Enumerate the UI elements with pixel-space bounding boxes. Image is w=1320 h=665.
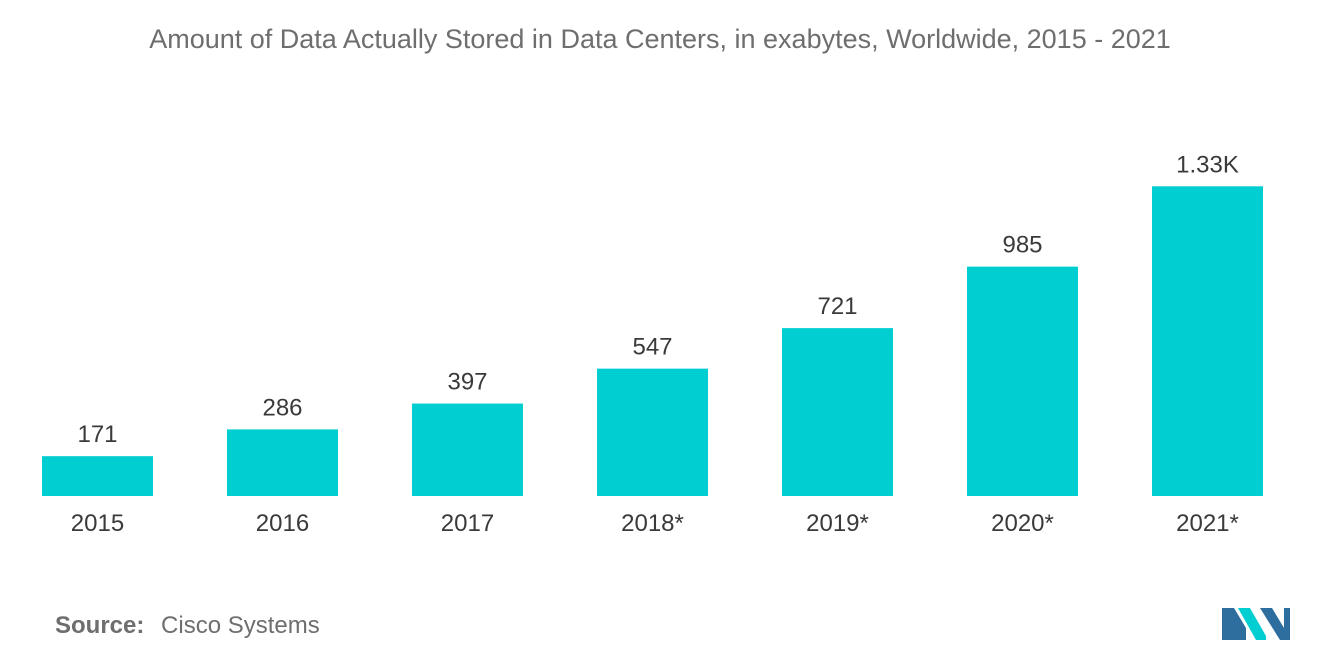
source-note: Source: Cisco Systems — [55, 612, 320, 640]
value-label-2017: 397 — [447, 369, 487, 396]
source-label: Source: — [55, 612, 145, 639]
logo-left-stroke — [1222, 608, 1246, 640]
source-value: Cisco Systems — [161, 612, 320, 639]
x-tick-label-2017: 2017 — [441, 510, 494, 537]
bars-group — [42, 186, 1263, 497]
x-tick-label-2019: 2019* — [806, 510, 869, 537]
value-label-2019: 721 — [817, 293, 857, 320]
value-label-2015: 171 — [77, 421, 117, 448]
bar-2019 — [782, 328, 893, 496]
bar-2018 — [597, 368, 708, 496]
bar-chart: 171 286 397 547 721 985 1.33K 2015 2016 2017 2018… — [42, 151, 1263, 537]
value-label-2016: 286 — [262, 394, 302, 421]
logo-middle-stroke — [1238, 608, 1266, 640]
bar-2017 — [412, 403, 523, 496]
bar-2021 — [1152, 186, 1263, 497]
bar-2016 — [227, 429, 338, 496]
chart-title: Amount of Data Actually Stored in Data C… — [149, 24, 1171, 54]
x-tick-label-2016: 2016 — [256, 510, 309, 537]
x-tick-label-2015: 2015 — [71, 510, 124, 537]
x-axis-tick-labels: 2015 2016 2017 2018* 2019* 2020* 2021* — [71, 510, 1239, 537]
value-labels-group: 171 286 397 547 721 985 1.33K — [77, 151, 1238, 448]
value-label-2020: 985 — [1002, 232, 1042, 259]
value-label-2021: 1.33K — [1176, 151, 1239, 178]
mordor-intelligence-logo-icon — [1222, 608, 1290, 640]
x-tick-label-2018: 2018* — [621, 510, 684, 537]
x-tick-label-2021: 2021* — [1176, 510, 1239, 537]
bar-2020 — [967, 266, 1078, 496]
x-tick-label-2020: 2020* — [991, 510, 1054, 537]
bar-2015 — [42, 456, 153, 496]
value-label-2018: 547 — [632, 334, 672, 361]
logo-right-stroke — [1260, 608, 1290, 640]
